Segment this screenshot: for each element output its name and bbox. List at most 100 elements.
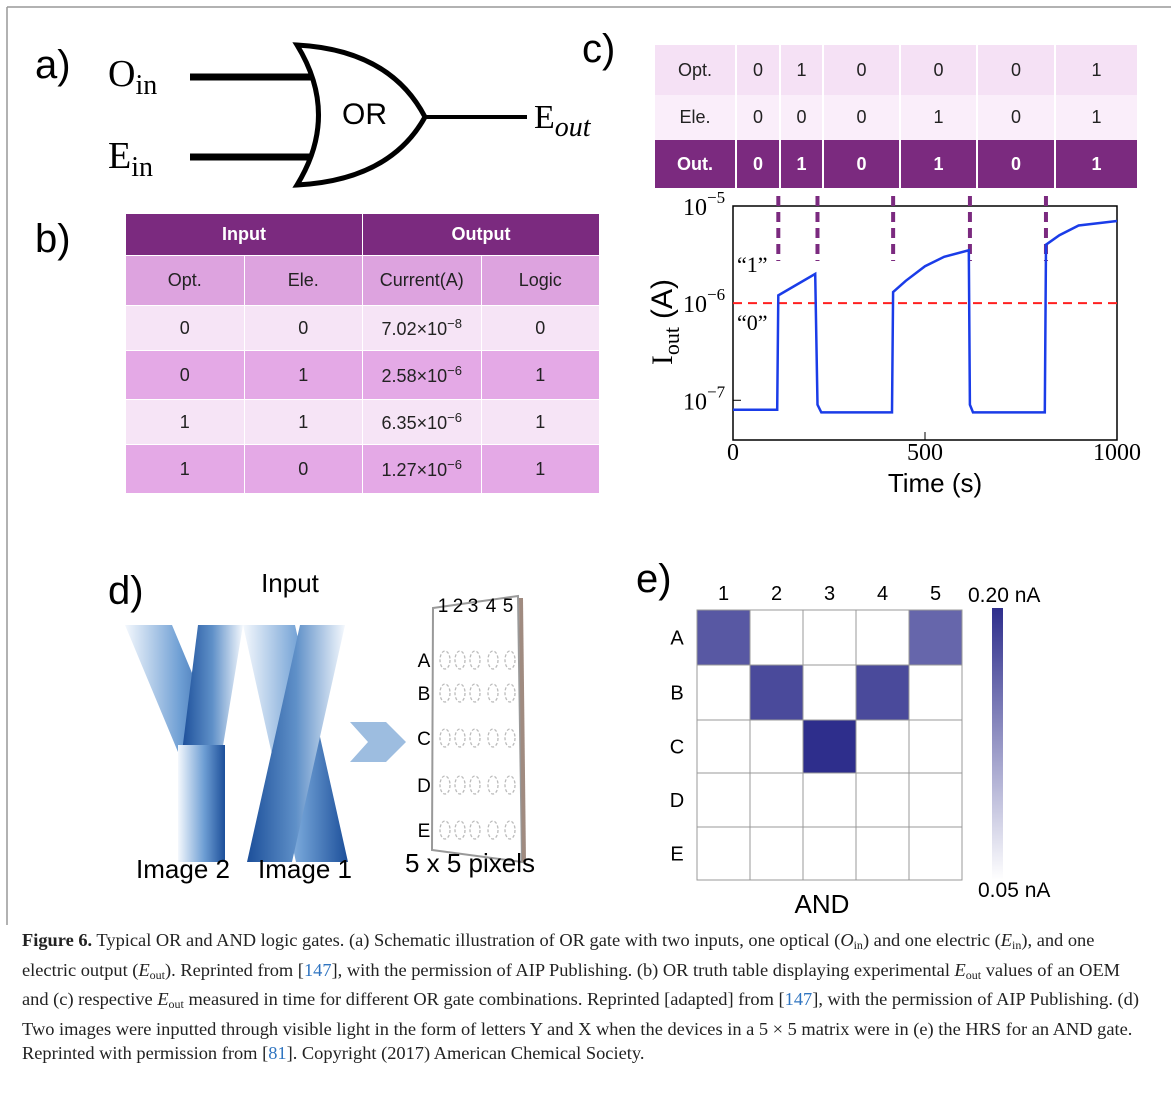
table-cell: 1 <box>481 445 600 494</box>
heatmap-cell <box>750 610 803 665</box>
table-cell: 1 <box>481 400 600 445</box>
heatmap-cell <box>856 827 909 880</box>
mantissa: 1.27×10 <box>382 460 448 480</box>
x-tick-label: 1000 <box>1093 440 1141 466</box>
input-base: E <box>108 135 131 177</box>
heatmap-cell <box>697 720 750 773</box>
pixel-row-label: E <box>418 821 431 842</box>
heatmap-cell <box>909 773 962 827</box>
heatmap-cell <box>909 720 962 773</box>
heatmap-row-label: D <box>670 790 684 812</box>
timing-cell: 0 <box>823 45 900 95</box>
table-row: 101.27×10−61 <box>126 445 600 494</box>
table-cell: 0 <box>126 306 245 351</box>
heatmap-cell <box>856 610 909 665</box>
panel-label: d) <box>108 569 144 613</box>
output-base: E <box>534 99 555 136</box>
table-cell: 1 <box>244 351 363 400</box>
table-row: 116.35×10−61 <box>126 400 600 445</box>
table-row: 012.58×10−61 <box>126 351 600 400</box>
heatmap-column-label: 3 <box>824 583 835 605</box>
row-label: Ele. <box>655 95 736 140</box>
input-label: Ein <box>108 135 153 183</box>
caption-text: Figure 6. <box>22 930 92 950</box>
panel-label: c) <box>582 27 615 71</box>
heatmap-cell <box>856 665 909 720</box>
colorbar-min-label: 0.05 nA <box>978 879 1050 902</box>
reference-link: 81 <box>268 1043 286 1063</box>
image-label: Image 2 <box>136 854 230 884</box>
timing-cell: 0 <box>823 140 900 188</box>
table-cell: 1 <box>126 445 245 494</box>
table-cell: 0 <box>126 351 245 400</box>
current-cell: 1.27×10−6 <box>363 445 482 494</box>
exponent: −6 <box>447 457 462 472</box>
heatmap-row-label: C <box>670 737 684 759</box>
caption-text: E <box>138 960 149 980</box>
caption-text: O <box>840 930 853 950</box>
table-cell: 1 <box>244 400 363 445</box>
y-axis-label: Iout(A) <box>646 279 684 365</box>
gate-label: OR <box>342 98 387 131</box>
caption-text: E <box>157 989 168 1009</box>
input-label: Oin <box>108 53 157 101</box>
output-label: Eout <box>534 99 592 143</box>
label-sub: out <box>659 327 684 355</box>
heatmap-cell <box>697 610 750 665</box>
column-cell: Logic <box>481 256 600 306</box>
caption-text: ) and one electric ( <box>863 930 1001 950</box>
table-cell: 0 <box>244 445 363 494</box>
timing-cell: 1 <box>1055 95 1138 140</box>
image-label: Image 1 <box>258 854 352 884</box>
heatmap-cell <box>909 610 962 665</box>
exponent: −6 <box>447 410 462 425</box>
x-tick-label: 500 <box>907 440 943 466</box>
pixel-row-label: A <box>418 651 431 672</box>
figure-page: a) b) c) d) e) Oin Ein OR Eout Input 123… <box>0 0 1171 1099</box>
caption-text: in <box>854 938 863 952</box>
exponent: −8 <box>447 316 462 331</box>
timing-cell: 0 <box>823 95 900 140</box>
table-cell: 1 <box>481 351 600 400</box>
timing-cell: 1 <box>900 95 977 140</box>
panel-label: a) <box>35 43 71 87</box>
caption-text: out <box>169 997 184 1011</box>
heatmap-cell <box>697 827 750 880</box>
table-cell: 0 <box>481 306 600 351</box>
y-tick-label: 10−5 <box>683 188 725 221</box>
mantissa: 7.02×10 <box>382 319 448 339</box>
timing-cell: 0 <box>736 45 780 95</box>
y-tick-label: 10−7 <box>683 382 726 415</box>
tick-exponent: −6 <box>707 285 725 304</box>
heatmap-cell <box>803 665 856 720</box>
current-cell: 6.35×10−6 <box>363 400 482 445</box>
tick-base: 10 <box>683 195 707 221</box>
tick-base: 10 <box>683 389 707 415</box>
heatmap-row-label: B <box>670 683 683 705</box>
heatmap-cell <box>909 827 962 880</box>
arrow <box>350 722 406 762</box>
timing-cell: 1 <box>900 140 977 188</box>
matrix-label: 5 x 5 pixels <box>405 848 535 878</box>
timing-cell: 0 <box>977 45 1055 95</box>
label-unit: (A) <box>646 279 679 319</box>
column-cell: Opt. <box>126 256 245 306</box>
table-cell: 1 <box>126 400 245 445</box>
mantissa: 2.58×10 <box>382 366 448 386</box>
heatmap-cell <box>856 773 909 827</box>
heatmap-cell <box>697 773 750 827</box>
caption-text: out <box>150 968 165 982</box>
data-line <box>733 221 1117 412</box>
column-cell: Current(A) <box>363 256 482 306</box>
letter-x <box>243 625 348 862</box>
heatmap-cell <box>803 610 856 665</box>
pixel-row-label: B <box>418 684 431 705</box>
timing-cell: 0 <box>780 95 823 140</box>
pixel-column-label: 5 <box>503 596 514 617</box>
exponent: −6 <box>447 363 462 378</box>
table-row: 007.02×10−80 <box>126 306 600 351</box>
